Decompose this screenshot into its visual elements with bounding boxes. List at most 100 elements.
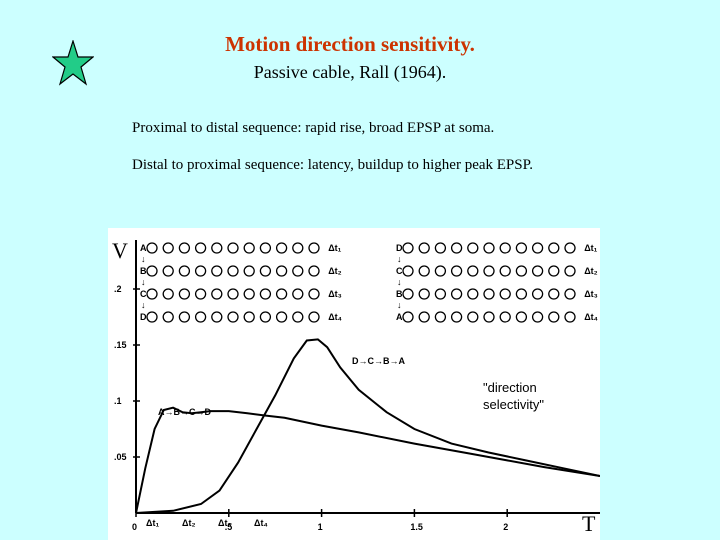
left-compartment-circle — [292, 265, 304, 277]
left-compartment-circle — [259, 242, 272, 254]
slide-subtitle: Passive cable, Rall (1964). — [253, 62, 447, 82]
right-compartment-circle — [434, 311, 447, 323]
left-compartment-circle — [178, 311, 191, 323]
distal-proximal-text: Distal to proximal sequence: latency, bu… — [132, 157, 534, 173]
left-compartment-circle — [243, 242, 255, 254]
right-row-interval: Δt₁ — [584, 243, 597, 253]
series-curve-2 — [135, 338, 600, 514]
left-compartment-circle — [227, 311, 239, 323]
left-compartment-circle — [259, 265, 272, 277]
right-compartment-circle — [402, 288, 414, 300]
left-compartment-circle — [194, 288, 207, 300]
left-compartment-circle — [146, 288, 158, 300]
left-row-letter: B — [140, 266, 147, 276]
x-tick-label: .5 — [225, 522, 233, 532]
x-axis-symbol: T — [582, 511, 596, 536]
left-compartment-circle — [292, 311, 304, 323]
left-compartment-circle — [211, 265, 223, 277]
y-tick-label: .05 — [114, 452, 127, 462]
left-compartment-circle — [259, 311, 272, 323]
right-compartment-circle — [531, 311, 544, 323]
right-row-letter: A — [396, 312, 403, 322]
right-compartment-circle — [548, 265, 560, 277]
right-compartment-circle — [564, 311, 576, 323]
right-compartment-circle — [450, 265, 463, 277]
right-compartment-circle — [434, 265, 447, 277]
right-compartment-circle — [483, 265, 495, 277]
left-compartment-circle — [275, 265, 288, 277]
x-tick-label: 1.5 — [410, 522, 423, 532]
left-compartment-circle — [211, 288, 223, 300]
x-tick-label: 1 — [318, 522, 323, 532]
right-compartment-circle — [434, 288, 447, 300]
right-compartment-circle — [531, 265, 544, 277]
right-compartment-circle — [531, 288, 544, 300]
left-compartment-circle — [178, 288, 191, 300]
left-row-arrow: ↓ — [141, 254, 146, 264]
left-row-interval: Δt₂ — [328, 266, 341, 276]
left-compartment-circle — [308, 311, 320, 323]
left-compartment-circle — [227, 265, 239, 277]
left-row-letter: D — [140, 312, 147, 322]
rall-figure: V T 0 .5 1 1.5 2 .05 .1 .15 .2 Δt₁ Δt₂ Δt₃ Δt₄ A→B→C→D D… — [108, 228, 600, 540]
right-compartment-circle — [450, 311, 463, 323]
left-row-arrow: ↓ — [141, 300, 146, 310]
right-compartment-circle — [418, 311, 430, 323]
right-compartment-circle — [467, 311, 479, 323]
right-compartment-circle — [467, 265, 479, 277]
left-compartment-circle — [292, 242, 304, 254]
left-compartment-circle — [308, 288, 320, 300]
right-compartment-circle — [418, 242, 430, 254]
label-abcd: A→B→C→D — [158, 407, 211, 417]
left-compartment-circle — [308, 265, 320, 277]
left-compartment-circle — [259, 288, 272, 300]
right-row-interval: Δt₃ — [584, 289, 598, 299]
right-row-letter: B — [396, 289, 403, 299]
right-compartment-circle — [499, 265, 511, 277]
left-compartment-circle — [308, 242, 320, 254]
left-compartment-circle — [146, 265, 158, 277]
slide-title: Motion direction sensitivity. — [225, 32, 475, 56]
right-compartment-circle — [483, 242, 495, 254]
left-compartment-circle — [162, 265, 174, 277]
left-compartment-circle — [227, 288, 239, 300]
right-compartment-circle — [434, 242, 447, 254]
label-dcba: D→C→B→A — [352, 356, 405, 366]
x-tick-label: 0 — [132, 522, 137, 532]
interval-tick-label: Δt₁ — [146, 518, 159, 528]
annotation-line-2: selectivity" — [483, 397, 544, 412]
left-compartment-circle — [275, 242, 288, 254]
green-star-icon — [52, 40, 94, 86]
left-compartment-circle — [162, 311, 174, 323]
right-row-interval: Δt₂ — [584, 266, 597, 276]
left-compartment-circle — [292, 288, 304, 300]
right-row-arrow: ↓ — [397, 277, 402, 287]
left-compartment-circle — [275, 311, 288, 323]
left-compartment-circle — [243, 265, 255, 277]
interval-tick-label: Δt₄ — [254, 518, 268, 528]
right-compartment-circle — [402, 265, 414, 277]
right-compartment-circle — [450, 288, 463, 300]
right-compartment-circle — [548, 288, 560, 300]
left-row-interval: Δt₄ — [328, 312, 342, 322]
right-compartment-circle — [564, 265, 576, 277]
y-tick-label: .15 — [114, 340, 127, 350]
right-compartment-circle — [450, 242, 463, 254]
right-compartment-circle — [499, 288, 511, 300]
right-row-letter: C — [396, 266, 403, 276]
direction-selectivity-annotation: "direction selectivity" — [483, 379, 573, 413]
left-compartment-circle — [194, 242, 207, 254]
right-compartment-circle — [483, 311, 495, 323]
left-compartment-circle — [194, 265, 207, 277]
right-compartment-circle — [402, 311, 414, 323]
right-compartment-circle — [531, 242, 544, 254]
left-compartment-circle — [227, 242, 239, 254]
left-compartment-circle — [178, 265, 191, 277]
right-compartment-circle — [418, 288, 430, 300]
left-compartment-circle — [162, 242, 174, 254]
right-compartment-circle — [515, 242, 528, 254]
left-compartment-circle — [162, 288, 174, 300]
x-tick-label: 2 — [503, 522, 508, 532]
left-row-interval: Δt₁ — [328, 243, 341, 253]
right-compartment-circle — [418, 265, 430, 277]
